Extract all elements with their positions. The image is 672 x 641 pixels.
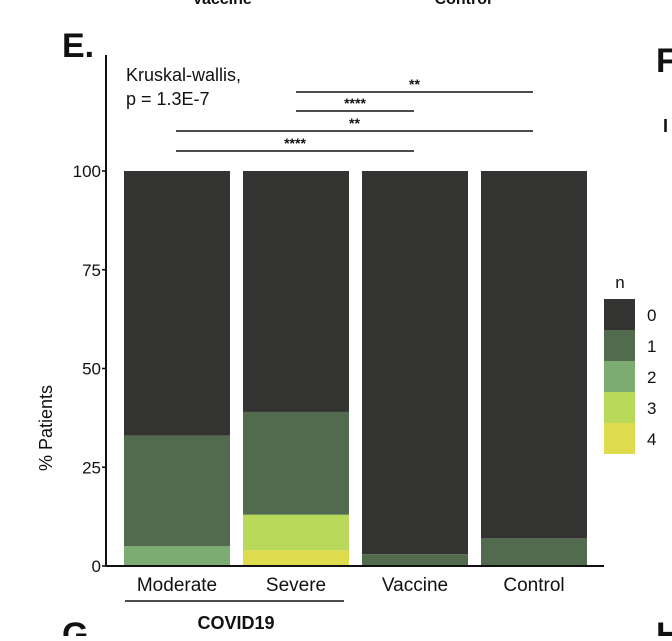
bar-marks bbox=[124, 171, 587, 566]
y-tick-label-25: 25 bbox=[82, 458, 101, 477]
bar-segment-control-n1 bbox=[481, 538, 587, 566]
clipped-top-left-text: Vaccine bbox=[192, 0, 252, 8]
x-tick-label-control: Control bbox=[503, 575, 564, 596]
y-tick-label-50: 50 bbox=[82, 360, 101, 379]
y-tick-label-100: 100 bbox=[73, 162, 101, 181]
bar-segment-vaccine-n1 bbox=[362, 554, 468, 566]
significance-label-severe-vaccine: **** bbox=[344, 95, 366, 111]
x-tick-label-moderate: Moderate bbox=[137, 575, 217, 596]
legend-title: n bbox=[615, 273, 624, 292]
bar-segment-moderate-n2 bbox=[124, 546, 230, 566]
legend-swatch-0 bbox=[604, 299, 635, 330]
y-tick-label-75: 75 bbox=[82, 261, 101, 280]
bar-segment-moderate-n1 bbox=[124, 435, 230, 547]
legend-swatch-4 bbox=[604, 423, 635, 454]
legend-label-3: 3 bbox=[647, 399, 656, 418]
significance-label-moderate-control: ** bbox=[349, 115, 360, 131]
bar-segment-severe-n4 bbox=[243, 550, 349, 566]
bar-segment-severe-n0 bbox=[243, 171, 349, 412]
axes: 0 25 50 75 100 % Patients Moderate Severe Vaccin… bbox=[36, 55, 604, 633]
p-value-label: p = 1.3E-7 bbox=[126, 89, 210, 109]
bar-segment-severe-n3 bbox=[243, 514, 349, 551]
legend-swatch-3 bbox=[604, 392, 635, 423]
significance-label-moderate-vaccine: **** bbox=[284, 135, 306, 151]
clipped-right-text: I bbox=[663, 116, 668, 136]
test-name-label: Kruskal-wallis, bbox=[126, 65, 241, 85]
legend-swatch-1 bbox=[604, 330, 635, 361]
clipped-top-right-text: Control bbox=[435, 0, 492, 8]
legend-label-4: 4 bbox=[647, 430, 656, 449]
x-tick-label-vaccine: Vaccine bbox=[382, 575, 448, 596]
legend-label-2: 2 bbox=[647, 368, 656, 387]
y-axis-label: % Patients bbox=[36, 385, 56, 471]
bar-segment-severe-n1 bbox=[243, 411, 349, 515]
bar-segment-control-n0 bbox=[481, 171, 587, 539]
significance-annotations: Kruskal-wallis,p = 1.3E-7************ bbox=[126, 65, 533, 152]
significance-label-severe-control: ** bbox=[409, 76, 420, 92]
clipped-panel-h-label: H bbox=[656, 616, 672, 636]
y-tick-label-0: 0 bbox=[92, 557, 101, 576]
legend-label-0: 0 bbox=[647, 306, 656, 325]
clipped-panel-f-label: F bbox=[656, 42, 672, 80]
legend: n 0 1 2 3 4 bbox=[604, 273, 656, 454]
clipped-panel-g-label: G bbox=[62, 616, 88, 636]
legend-swatch-2 bbox=[604, 361, 635, 392]
x-tick-label-severe: Severe bbox=[266, 575, 326, 596]
bar-segment-moderate-n0 bbox=[124, 171, 230, 436]
group-label-covid19: COVID19 bbox=[197, 613, 274, 633]
bar-segment-vaccine-n0 bbox=[362, 171, 468, 555]
legend-label-1: 1 bbox=[647, 337, 656, 356]
panel-label: E. bbox=[62, 27, 94, 65]
